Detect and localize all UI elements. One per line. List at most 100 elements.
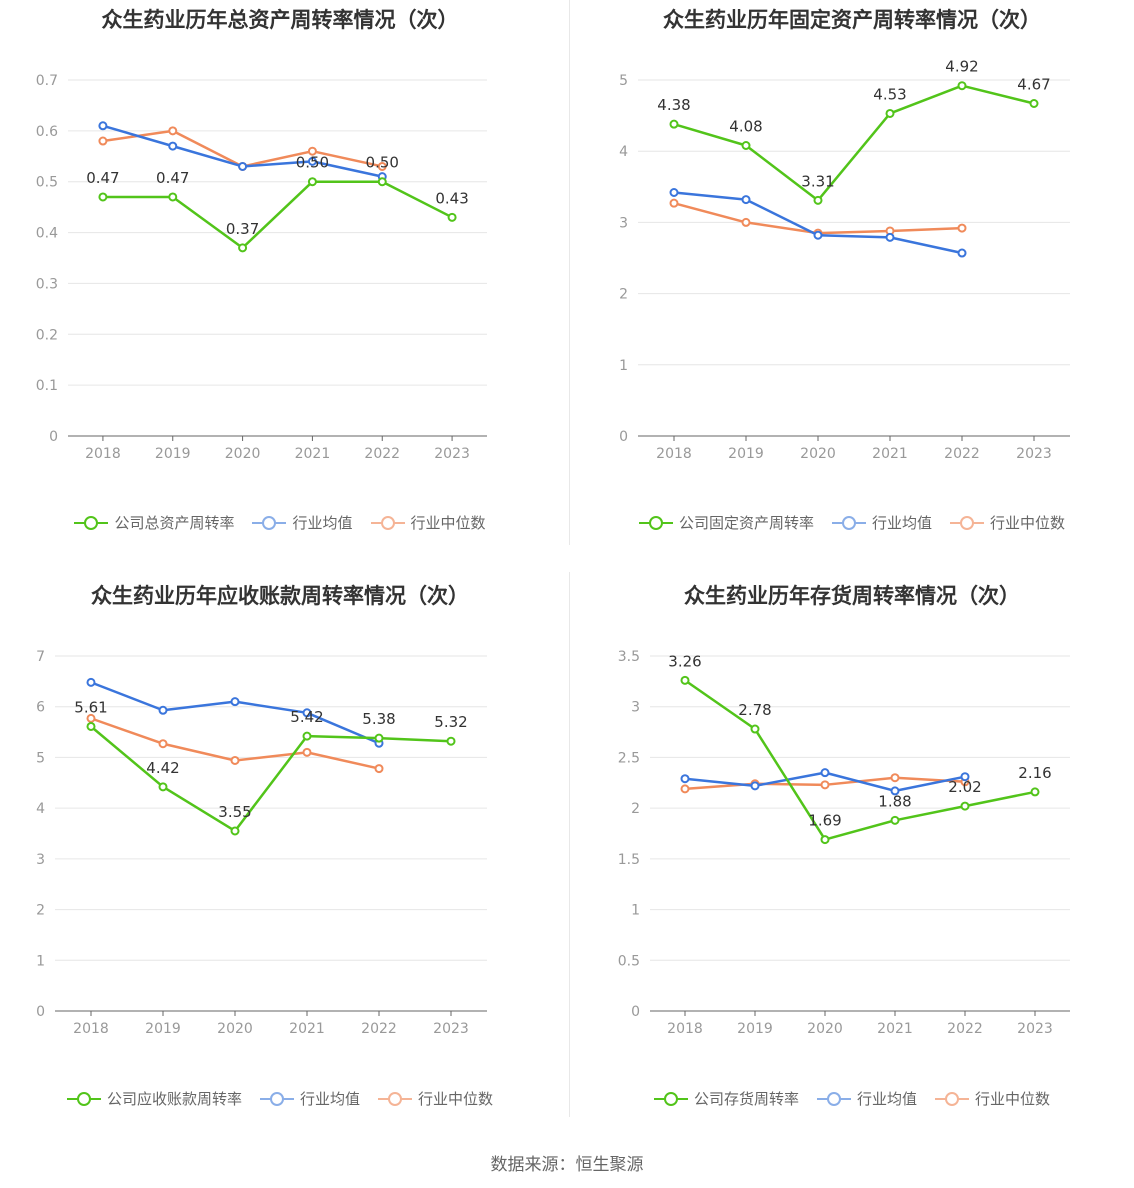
- legend-median-swatch: [370, 515, 405, 530]
- data-source-footer: 数据来源：恒生聚源: [490, 1155, 644, 1175]
- data-point[interactable]: [820, 768, 830, 778]
- data-point[interactable]: [813, 195, 823, 205]
- y-tick-label: 0.3: [36, 276, 58, 292]
- data-point[interactable]: [230, 826, 240, 836]
- data-point[interactable]: [820, 835, 830, 845]
- legend-item-company[interactable]: 公司存货周转率: [653, 1088, 799, 1109]
- data-point[interactable]: [957, 223, 967, 233]
- data-point[interactable]: [377, 161, 387, 171]
- data-point[interactable]: [890, 786, 900, 796]
- y-tick-label: 2: [36, 903, 45, 919]
- y-tick-label: 0.1: [36, 378, 58, 394]
- data-point[interactable]: [98, 136, 108, 146]
- data-label: 1.88: [878, 792, 911, 810]
- data-point[interactable]: [230, 755, 240, 765]
- data-point[interactable]: [168, 126, 178, 136]
- data-point[interactable]: [374, 733, 384, 743]
- data-point[interactable]: [669, 187, 679, 197]
- legend-item-company[interactable]: 公司固定资产周转率: [638, 512, 814, 533]
- data-point[interactable]: [377, 177, 387, 187]
- x-tick-label: 2021: [872, 446, 908, 462]
- data-point[interactable]: [885, 232, 895, 242]
- data-label: 4.42: [146, 759, 179, 777]
- data-point[interactable]: [750, 781, 760, 791]
- legend-item-avg[interactable]: 行业均值: [831, 512, 932, 533]
- data-point[interactable]: [960, 772, 970, 782]
- data-point[interactable]: [86, 677, 96, 687]
- data-point[interactable]: [741, 217, 751, 227]
- legend-item-median[interactable]: 行业中位数: [935, 1088, 1050, 1109]
- data-label: 0.50: [296, 154, 329, 172]
- chart-panel-total-asset-turnover: 众生药业历年总资产周转率情况（次） 0 0.1 0.2 0.3 0.4 0.5 0.6 0.7…: [0, 0, 560, 560]
- data-point[interactable]: [238, 243, 248, 253]
- data-point[interactable]: [680, 774, 690, 784]
- legend-item-avg[interactable]: 行业均值: [816, 1088, 917, 1109]
- data-label: 5.32: [434, 713, 467, 731]
- data-point[interactable]: [741, 195, 751, 205]
- data-point[interactable]: [238, 161, 248, 171]
- data-point[interactable]: [307, 156, 317, 166]
- x-tick-label: 2022: [364, 446, 400, 462]
- data-point[interactable]: [374, 764, 384, 774]
- data-point[interactable]: [302, 747, 312, 757]
- data-point[interactable]: [813, 230, 823, 240]
- x-tick-label: 2021: [877, 1021, 913, 1037]
- legend-item-company[interactable]: 公司应收账款周转率: [66, 1088, 242, 1109]
- chart-plot: 0 1 2 3 4 5 6 7 2018 2019 2020 2021 2022 2023 5.61 4.42…: [36, 649, 487, 1037]
- data-point[interactable]: [885, 108, 895, 118]
- data-point[interactable]: [957, 81, 967, 91]
- company-line: [90, 725, 452, 833]
- y-tick-label: 6: [36, 700, 45, 716]
- data-point[interactable]: [957, 248, 967, 258]
- data-point[interactable]: [86, 721, 96, 731]
- data-point[interactable]: [750, 724, 760, 734]
- company-line: [673, 84, 1035, 202]
- data-point[interactable]: [302, 708, 312, 718]
- data-point[interactable]: [158, 782, 168, 792]
- legend-label: 行业均值: [871, 514, 932, 532]
- data-point[interactable]: [960, 801, 970, 811]
- data-point[interactable]: [158, 739, 168, 749]
- data-point[interactable]: [86, 713, 96, 723]
- data-point[interactable]: [669, 119, 679, 129]
- legend-item-median[interactable]: 行业中位数: [378, 1088, 493, 1109]
- x-tick-label: 2018: [85, 446, 121, 462]
- data-point[interactable]: [98, 192, 108, 202]
- legend-label: 公司应收账款周转率: [106, 1090, 242, 1108]
- data-label: 4.53: [873, 85, 906, 103]
- legend-item-avg[interactable]: 行业均值: [259, 1088, 360, 1109]
- data-point[interactable]: [890, 815, 900, 825]
- x-tick-label: 2018: [73, 1021, 109, 1037]
- data-point[interactable]: [680, 675, 690, 685]
- data-point[interactable]: [302, 731, 312, 741]
- data-point[interactable]: [168, 192, 178, 202]
- x-tick-label: 2020: [800, 446, 836, 462]
- data-point[interactable]: [820, 780, 830, 790]
- data-point[interactable]: [98, 121, 108, 131]
- data-point[interactable]: [741, 141, 751, 151]
- y-tick-label: 5: [619, 73, 628, 89]
- data-label: 3.26: [668, 652, 701, 670]
- data-point[interactable]: [158, 705, 168, 715]
- data-point[interactable]: [669, 198, 679, 208]
- data-point[interactable]: [230, 697, 240, 707]
- legend-item-company[interactable]: 公司总资产周转率: [74, 512, 234, 533]
- legend-item-avg[interactable]: 行业均值: [252, 512, 353, 533]
- data-point[interactable]: [168, 141, 178, 151]
- data-point[interactable]: [1030, 787, 1040, 797]
- y-tick-label: 0: [631, 1004, 640, 1020]
- data-point[interactable]: [890, 773, 900, 783]
- data-point[interactable]: [307, 177, 317, 187]
- data-point[interactable]: [447, 212, 457, 222]
- data-point[interactable]: [1029, 98, 1039, 108]
- data-point[interactable]: [680, 784, 690, 794]
- legend-item-median[interactable]: 行业中位数: [950, 512, 1065, 533]
- x-tick-label: 2019: [737, 1021, 773, 1037]
- data-point[interactable]: [446, 736, 456, 746]
- chart-plot: 0 0.1 0.2 0.3 0.4 0.5 0.6 0.7 2018 2019 2020 2021 20…: [36, 73, 487, 462]
- data-label: 0.43: [435, 189, 468, 207]
- legend-item-median[interactable]: 行业中位数: [370, 512, 486, 533]
- data-point[interactable]: [307, 146, 317, 156]
- legend-label: 行业中位数: [975, 1090, 1051, 1108]
- company-line: [102, 180, 453, 250]
